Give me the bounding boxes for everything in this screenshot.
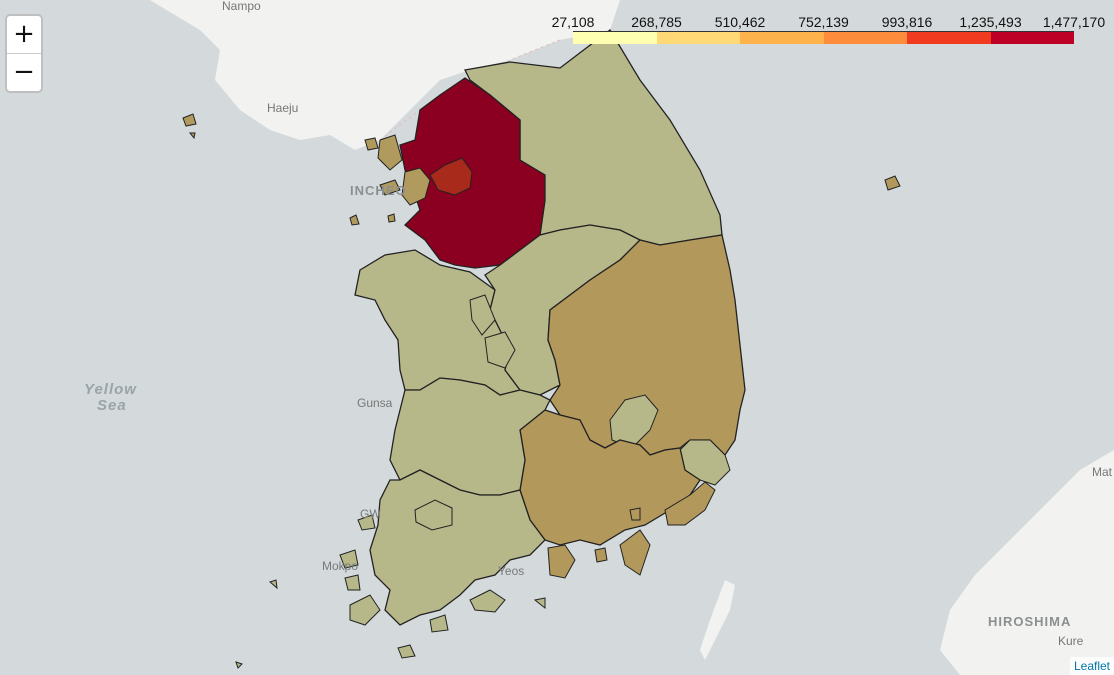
legend-swatch-5 bbox=[990, 32, 1074, 44]
region-busan[interactable] bbox=[664, 481, 716, 526]
place-label-gunsan: Gunsa bbox=[357, 396, 393, 410]
legend-swatch-3 bbox=[823, 32, 907, 44]
sea-label-yellow: Yellow bbox=[84, 381, 137, 398]
place-label-gwangju: GW bbox=[360, 507, 381, 521]
legend-tick-0: 27,108 bbox=[551, 14, 595, 30]
place-label-haeju: Haeju bbox=[267, 101, 298, 115]
place-label-incheon: INCHEO bbox=[350, 183, 407, 198]
legend-swatch-1 bbox=[656, 32, 740, 44]
japan-island bbox=[700, 580, 735, 660]
place-label-yeosu: Yeos bbox=[498, 564, 524, 578]
region-daejeon[interactable] bbox=[484, 331, 516, 369]
legend-tick-1: 268,785 bbox=[631, 14, 682, 30]
jeonnam-island-7[interactable] bbox=[357, 514, 376, 531]
place-label-nampo: Nampo bbox=[222, 0, 261, 13]
legend-tick-4: 993,816 bbox=[881, 14, 933, 30]
incheon-island-2[interactable] bbox=[364, 137, 379, 151]
region-jeonbuk[interactable] bbox=[389, 377, 551, 496]
jeonnam-island-9[interactable] bbox=[235, 661, 243, 669]
legend-baseline bbox=[573, 31, 1074, 32]
incheon-island-7[interactable] bbox=[387, 213, 396, 223]
legend-tick-6: 1,477,170 bbox=[1042, 14, 1106, 30]
legend-color-bar bbox=[573, 32, 1074, 44]
place-label-kure: Kure bbox=[1058, 634, 1084, 648]
legend-tick-2: 510,462 bbox=[714, 14, 766, 30]
place-label-mat: Mat bbox=[1092, 465, 1113, 479]
region-gyeonggi[interactable] bbox=[399, 77, 546, 269]
incheon-island-6[interactable] bbox=[349, 214, 360, 226]
gyeongnam-island-1[interactable] bbox=[547, 544, 576, 579]
jeonnam-island-1[interactable] bbox=[349, 594, 381, 626]
region-sejong[interactable] bbox=[469, 294, 496, 336]
zoom-control: + − bbox=[5, 14, 43, 93]
incheon-island-4[interactable] bbox=[182, 113, 197, 127]
attribution-link[interactable]: Leaflet bbox=[1069, 657, 1114, 675]
jeonnam-island-10[interactable] bbox=[533, 597, 546, 610]
color-legend: 27,108 268,785 510,462 752,139 993,816 1… bbox=[545, 10, 1110, 50]
jeonnam-island-8[interactable] bbox=[269, 579, 278, 590]
gyeongnam-island-4[interactable] bbox=[629, 507, 641, 521]
jeonnam-island-6[interactable] bbox=[429, 614, 449, 633]
jeonnam-island-3[interactable] bbox=[344, 574, 361, 591]
legend-swatch-0 bbox=[573, 32, 657, 44]
region-daegu[interactable] bbox=[609, 394, 659, 449]
region-seoul[interactable] bbox=[429, 157, 473, 196]
gyeongnam-island-2[interactable] bbox=[619, 529, 651, 576]
region-gwangju[interactable] bbox=[414, 499, 453, 531]
incheon-island-3[interactable] bbox=[379, 179, 401, 196]
gyeongnam-island-3[interactable] bbox=[594, 547, 608, 563]
place-label-mokpo: Mokpo bbox=[322, 559, 358, 573]
legend-swatch-4 bbox=[907, 32, 991, 44]
incheon-island-5[interactable] bbox=[188, 132, 196, 140]
jeonnam-island-4[interactable] bbox=[469, 589, 506, 613]
legend-tick-5: 1,235,493 bbox=[959, 14, 1022, 30]
zoom-out-button[interactable]: − bbox=[7, 53, 41, 91]
sea-label-sea: Sea bbox=[97, 397, 127, 414]
japan-land bbox=[940, 450, 1114, 675]
region-jeonnam[interactable] bbox=[369, 469, 546, 626]
jeonnam-island-2[interactable] bbox=[339, 549, 359, 569]
legend-tick-3: 752,139 bbox=[798, 14, 849, 30]
place-label-hiroshima: HIROSHIMA bbox=[988, 614, 1071, 629]
incheon-island-1[interactable] bbox=[377, 134, 403, 171]
legend-swatch-2 bbox=[740, 32, 824, 44]
gyeongnam-island-5[interactable] bbox=[884, 175, 901, 191]
region-incheon[interactable] bbox=[401, 167, 431, 206]
zoom-in-button[interactable]: + bbox=[13, 19, 35, 49]
north-korea-land bbox=[150, 0, 620, 150]
jeonnam-island-5[interactable] bbox=[397, 644, 416, 659]
